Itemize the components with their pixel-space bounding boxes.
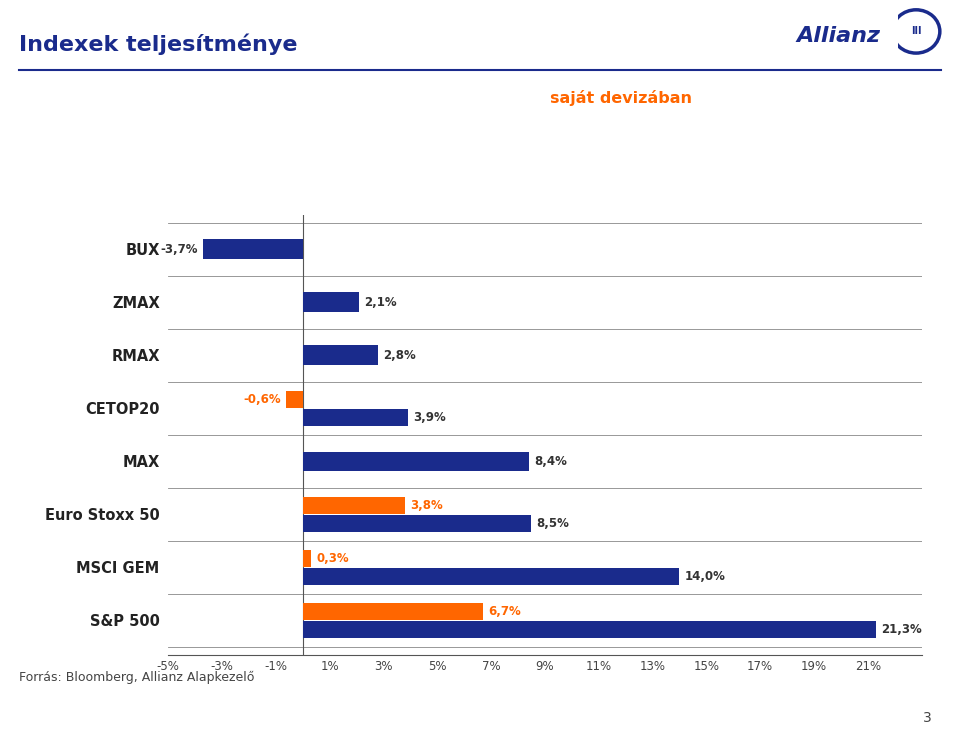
Bar <box>302 408 408 425</box>
Text: 0,3%: 0,3% <box>316 552 348 565</box>
Bar <box>302 568 680 585</box>
Bar <box>302 451 529 471</box>
Text: 8,4%: 8,4% <box>534 455 567 468</box>
Bar <box>302 550 311 567</box>
Bar <box>302 292 359 312</box>
Text: III: III <box>911 27 922 36</box>
Text: 3,9%: 3,9% <box>413 411 445 423</box>
Bar <box>302 514 531 531</box>
Text: 21,3%: 21,3% <box>881 623 922 636</box>
Bar <box>302 497 405 514</box>
Text: 2,8%: 2,8% <box>383 349 416 362</box>
Bar <box>302 346 378 365</box>
Bar <box>302 621 876 638</box>
Bar <box>203 239 302 259</box>
Bar <box>302 603 483 620</box>
Text: 2,1%: 2,1% <box>365 295 397 309</box>
Text: -3,7%: -3,7% <box>160 243 198 255</box>
Text: 6,7%: 6,7% <box>489 605 521 618</box>
Text: Főbb indexek alakulása 2014 YTD (HUF-ban és: Főbb indexek alakulása 2014 YTD (HUF-ban… <box>36 91 462 106</box>
Text: Allianz: Allianz <box>797 26 881 46</box>
Text: 14,0%: 14,0% <box>684 570 726 582</box>
Text: Indexek teljesítménye: Indexek teljesítménye <box>19 33 298 55</box>
Text: Forrás: Bloomberg, Allianz Alapkezelő: Forrás: Bloomberg, Allianz Alapkezelő <box>19 671 254 685</box>
Bar <box>286 391 302 408</box>
Text: -0,6%: -0,6% <box>244 393 281 406</box>
Text: 3: 3 <box>923 711 931 725</box>
Text: saját devizában: saját devizában <box>550 90 692 107</box>
Text: 3,8%: 3,8% <box>410 499 443 512</box>
Text: ): ) <box>708 91 716 106</box>
Text: 8,5%: 8,5% <box>537 517 569 530</box>
